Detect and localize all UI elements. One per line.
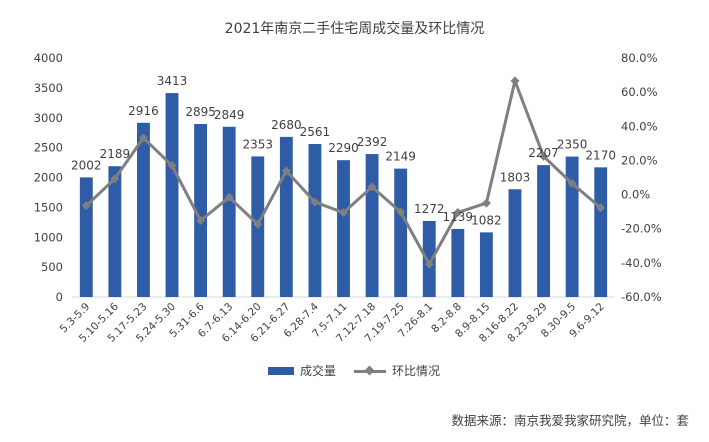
data-label: 2350 <box>557 138 588 152</box>
legend-line-swatch <box>354 365 387 376</box>
y-right-tick-label: 60.0% <box>621 85 658 99</box>
data-label: 1082 <box>471 213 502 227</box>
y-left-tick-label: 4000 <box>34 51 63 65</box>
y-right-tick-label: 40.0% <box>621 119 658 133</box>
line-point <box>424 259 434 269</box>
bar <box>165 93 179 298</box>
line-point <box>453 207 463 217</box>
y-right-tick-label: -20.0% <box>621 222 662 236</box>
line-point <box>110 174 120 184</box>
legend: 成交量 环比情况 <box>268 362 458 379</box>
bar <box>337 160 350 297</box>
line-point <box>596 203 606 213</box>
bar <box>394 168 408 297</box>
data-label: 1272 <box>414 202 445 216</box>
line-point <box>481 198 491 208</box>
y-left-tick-label: 1500 <box>34 200 63 214</box>
line-point <box>539 151 549 161</box>
line-point <box>396 207 406 217</box>
data-label: 2207 <box>528 146 559 160</box>
y-left-tick-label: 1000 <box>34 230 63 244</box>
data-label: 3413 <box>157 74 188 88</box>
bar <box>308 143 322 297</box>
y-left-tick-label: 0 <box>56 290 63 304</box>
bar <box>194 124 208 298</box>
bar <box>537 165 550 297</box>
y-right-tick-label: -40.0% <box>621 256 662 270</box>
bar <box>565 156 579 297</box>
y-left-tick-label: 500 <box>41 260 63 274</box>
y-right-tick-label: 20.0% <box>621 153 658 167</box>
source-note: 数据来源：南京我爱我家研究院，单位：套 <box>451 413 689 428</box>
y-right-tick-label: -60.0% <box>621 290 662 304</box>
bar <box>222 126 236 297</box>
line-point <box>253 219 263 229</box>
bar <box>137 122 150 297</box>
y-right-tick-label: 0.0% <box>621 188 650 202</box>
line-point <box>367 182 377 192</box>
line-point <box>281 166 291 176</box>
data-label: 2002 <box>71 158 102 172</box>
y-left-tick-label: 3500 <box>34 81 63 95</box>
chart-title: 2021年南京二手住宅周成交量及环比情况 <box>224 21 485 37</box>
data-label: 2149 <box>385 150 416 164</box>
line-point <box>310 197 320 207</box>
data-label: 2849 <box>214 108 245 122</box>
line-point <box>224 192 234 202</box>
bar <box>594 167 608 297</box>
data-label: 2170 <box>585 148 616 162</box>
data-label: 2189 <box>100 147 131 161</box>
data-label: 2916 <box>128 104 159 118</box>
line-point <box>167 161 177 171</box>
data-label: 1803 <box>500 170 531 184</box>
line-point <box>339 208 348 218</box>
legend-item-bar: 成交量 <box>268 362 336 379</box>
bar <box>108 166 122 297</box>
bar <box>508 189 522 297</box>
line-point <box>567 178 577 188</box>
line-point <box>510 76 520 86</box>
data-label: 2561 <box>300 125 331 139</box>
data-label: 2290 <box>328 141 359 155</box>
legend-bar-label: 成交量 <box>300 364 337 378</box>
data-label: 2392 <box>357 135 388 149</box>
legend-line-label: 环比情况 <box>392 364 441 378</box>
y-left-tick-label: 2500 <box>34 141 63 155</box>
bar <box>365 154 379 297</box>
line-point <box>81 201 91 211</box>
line-point <box>196 216 206 226</box>
legend-bar-swatch <box>268 366 294 375</box>
data-label: 2353 <box>242 137 273 151</box>
bar <box>479 232 493 297</box>
bar <box>279 136 293 297</box>
data-label: 2895 <box>185 105 216 119</box>
legend-item-line: 环比情况 <box>354 362 440 379</box>
data-label: 1139 <box>443 210 474 224</box>
line-point <box>138 133 148 143</box>
y-left-tick-label: 2000 <box>34 171 63 185</box>
bar <box>79 177 93 297</box>
data-label: 2680 <box>271 118 302 132</box>
bar <box>451 228 465 297</box>
y-left-tick-label: 3000 <box>34 111 63 125</box>
bar <box>422 220 436 297</box>
y-right-tick-label: 80.0% <box>621 51 658 65</box>
